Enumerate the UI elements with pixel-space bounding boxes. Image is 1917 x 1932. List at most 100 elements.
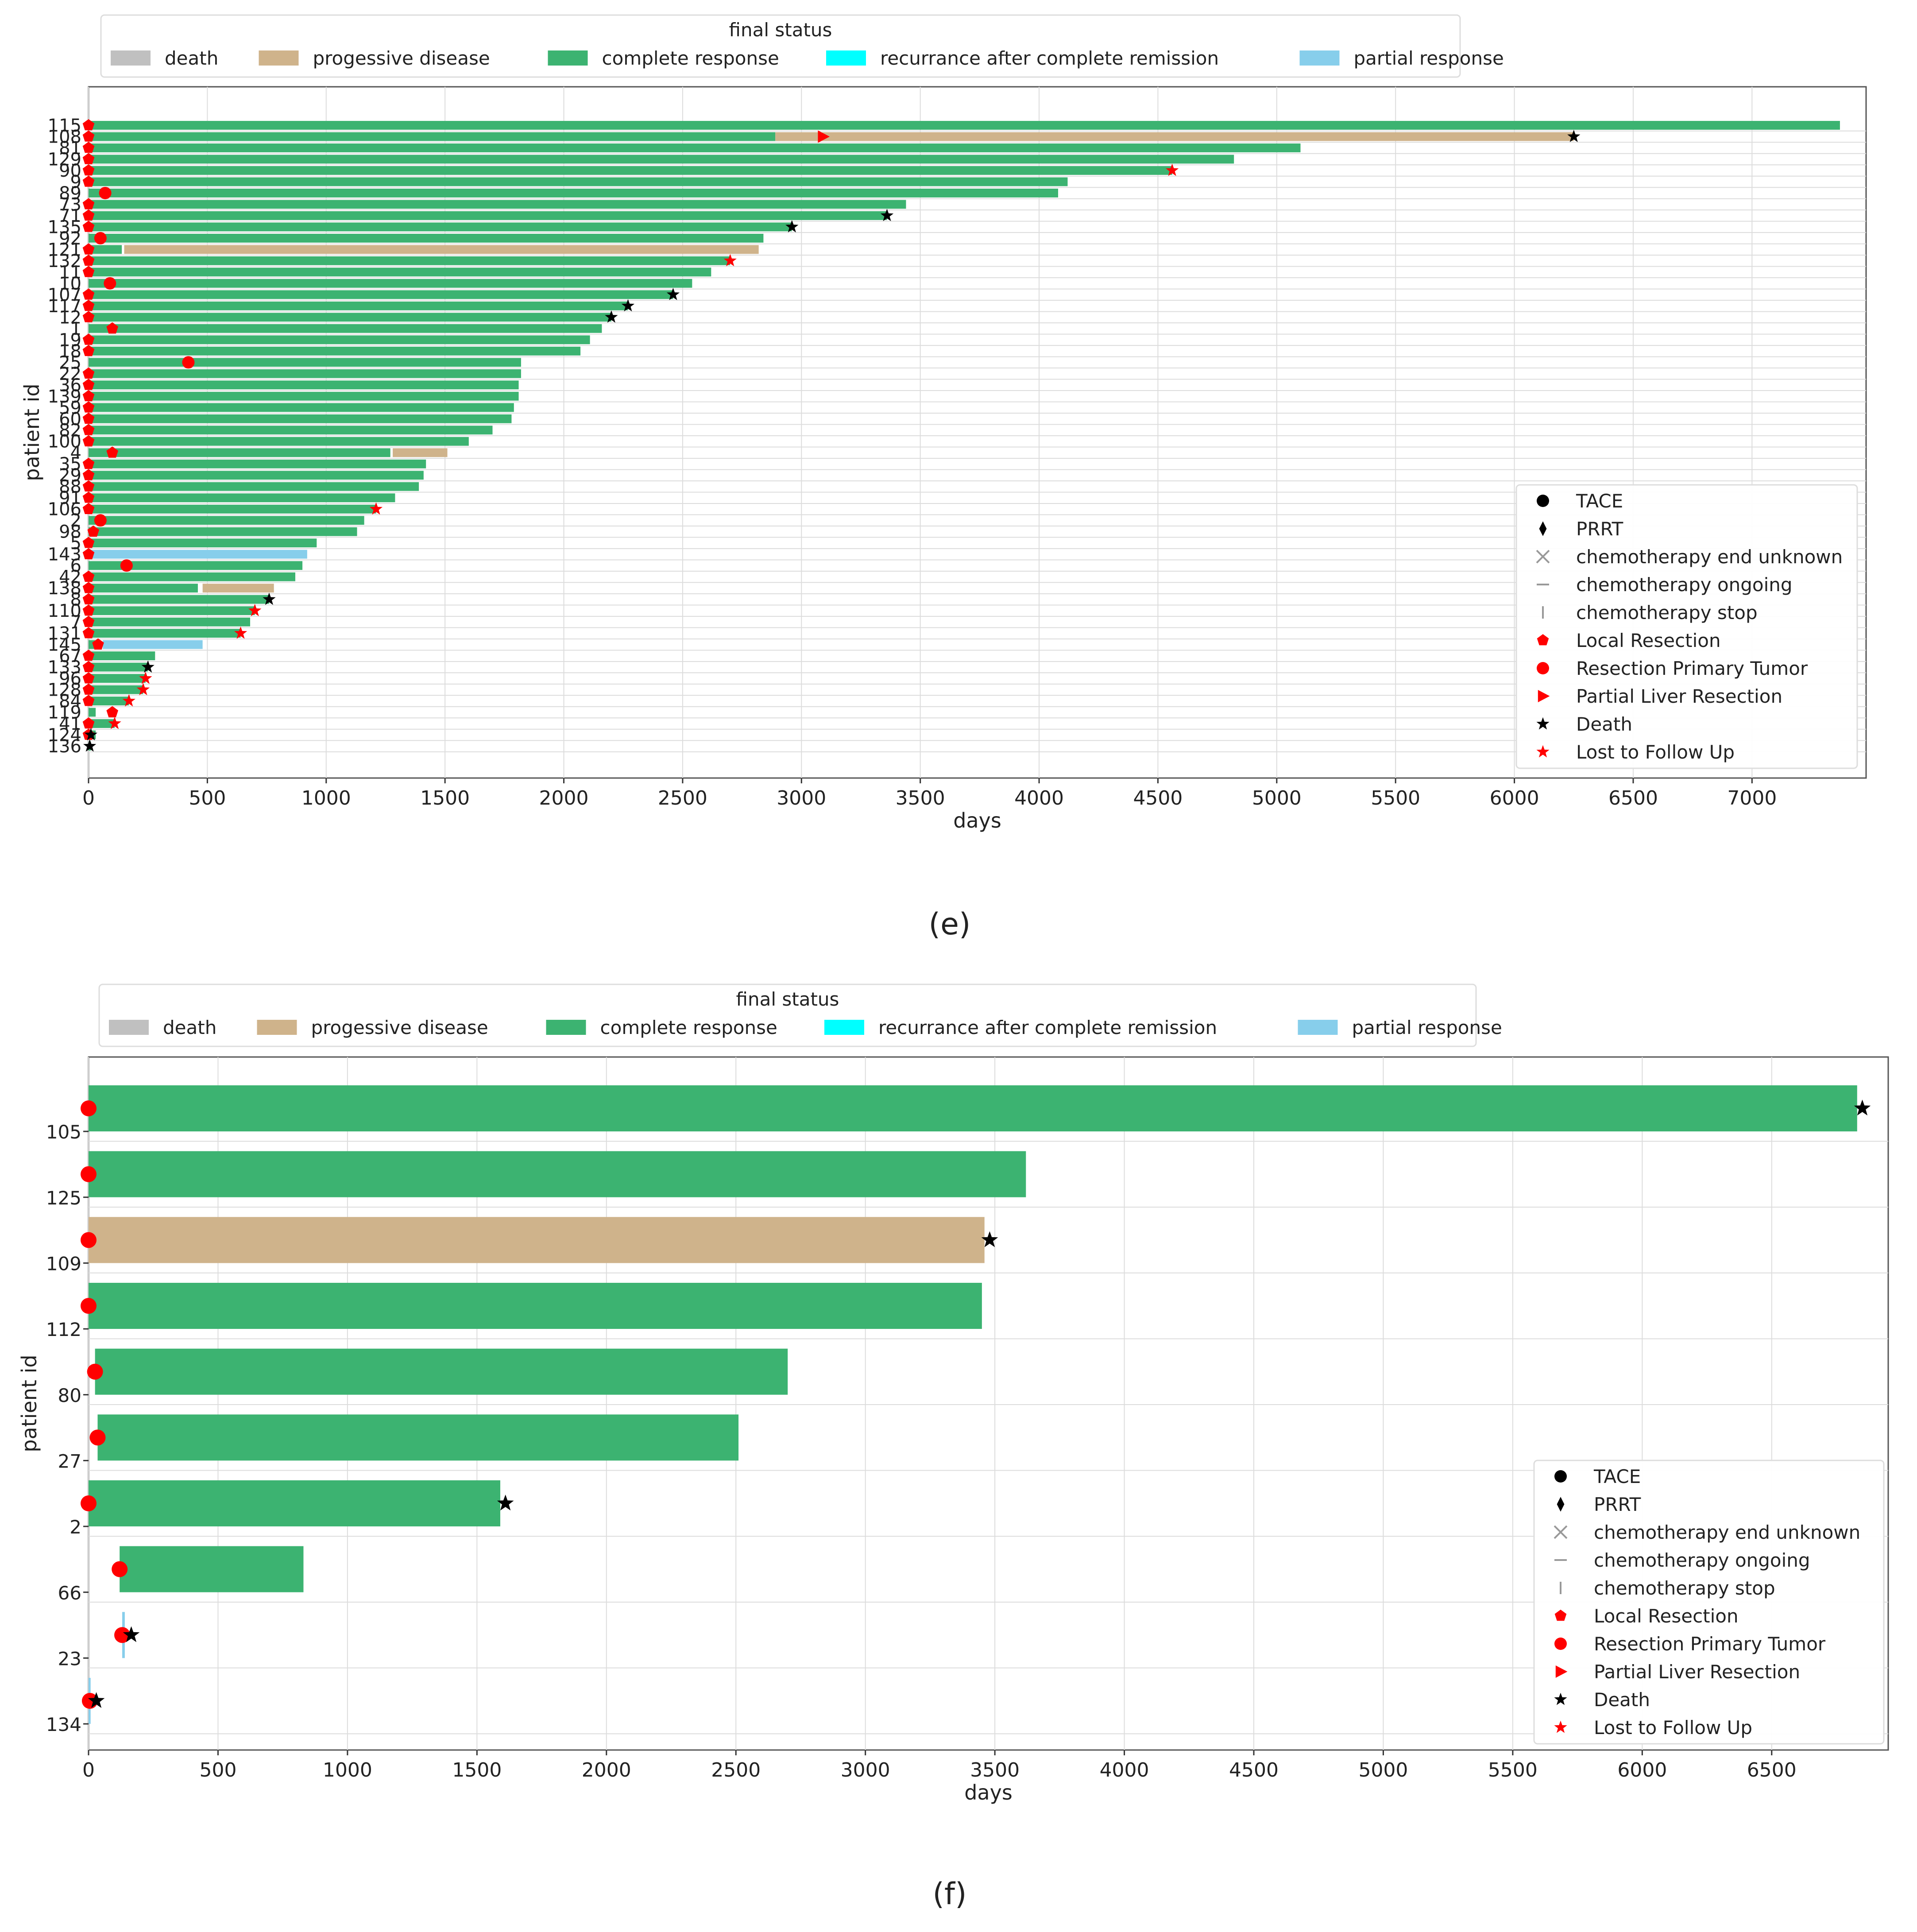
chart-e-legend-symbol-1	[1539, 521, 1547, 536]
chart-f-bar-105-0	[89, 1085, 1857, 1132]
chart-f-legend-symbol-2-b	[1554, 1525, 1568, 1539]
chart-e-status-swatch-1	[259, 50, 299, 66]
chart-e-marker-143-0	[82, 548, 95, 559]
chart-f-marker-80-0	[87, 1363, 103, 1380]
chart-e-row-124	[82, 728, 97, 740]
chart-f-legend-symbol-0	[1554, 1470, 1567, 1483]
chart-e-bar-60-0	[89, 414, 512, 423]
chart-e-marker-84-0	[82, 695, 95, 706]
chart-e-marker-131-0	[82, 627, 95, 639]
chart-e-row-117	[82, 299, 635, 312]
chart-e-status-swatch-3	[826, 50, 866, 66]
chart-f-marker-2-1	[497, 1494, 514, 1510]
chart-f-status-label-3: recurrance after complete remission	[878, 1017, 1217, 1038]
chart-e-row-119	[89, 706, 118, 717]
chart-f: final status death progessive disease compl…	[17, 983, 1889, 1912]
chart-e-ytick-label-100: 100	[48, 432, 81, 452]
chart-e-ytick-label-89: 89	[59, 183, 81, 204]
chart-e-ytick-label-124: 124	[48, 725, 81, 746]
chart-e-ytick-label-115: 115	[48, 116, 81, 136]
chart-f-status-legend: final status death progessive disease compl…	[98, 983, 1502, 1047]
chart-f-marker-legend: TACE PRRT chemotherapy end unknown chemothe…	[1533, 1460, 1885, 1745]
chart-e-marker-135-1	[785, 220, 799, 232]
chart-f-marker-134-1	[88, 1692, 105, 1708]
chart-e-marker-107-1	[666, 288, 680, 300]
chart-e-bar-10-0	[89, 279, 692, 288]
chart-e-bar-88-0	[89, 482, 419, 491]
chart-e-marker-7-0	[82, 616, 95, 627]
chart-f-bar-112-0	[89, 1282, 982, 1329]
chart-f-legend-label-0: TACE	[1593, 1466, 1641, 1487]
chart-e-status-label-2: complete response	[602, 47, 779, 69]
chart-e-marker-132-0	[82, 254, 95, 266]
chart-f-legend-label-3: chemotherapy ongoing	[1594, 1549, 1810, 1571]
chart-e-bar-135-0	[89, 222, 792, 232]
chart-f-ytick-label-23: 23	[58, 1648, 81, 1670]
chart-e-marker-88-0	[82, 480, 95, 492]
chart-e-row-1	[89, 322, 602, 334]
chart-e-bar-106-0	[89, 504, 376, 514]
chart-f-row-134	[81, 1677, 105, 1724]
chart-e-legend-label-9: Lost to Follow Up	[1576, 741, 1735, 763]
chart-e-row-4	[89, 446, 448, 458]
chart-e-row-9	[82, 175, 1068, 187]
chart-e-bar-22-0	[89, 369, 521, 378]
chart-f-legend-label-8: Death	[1594, 1689, 1650, 1711]
chart-e-marker-60-0	[82, 412, 95, 424]
chart-e-marker-71-0	[82, 209, 95, 221]
chart-e-bar-96-0	[89, 674, 146, 683]
chart-f-marker-27-0	[89, 1429, 106, 1446]
chart-f-legend-symbol-9	[1554, 1720, 1567, 1733]
chart-e-legend-label-6: Resection Primary Tumor	[1576, 658, 1808, 679]
chart-e-bar-11-0	[89, 267, 711, 277]
chart-e-legend-label-0: TACE	[1576, 490, 1623, 512]
chart-e-bar-108-1	[775, 132, 1574, 141]
chart-e-bar-1-0	[89, 324, 602, 333]
chart-e-marker-8-0	[82, 593, 95, 604]
chart-e-bar-84-0	[89, 697, 129, 705]
chart-e-bar-59-0	[89, 403, 514, 412]
chart-e-marker-6-0	[120, 559, 133, 572]
chart-e-row-35	[82, 457, 426, 469]
chart-f-row-23	[114, 1612, 140, 1658]
chart-e-row-42	[82, 570, 295, 582]
chart-f-xtick-label-9: 4500	[1229, 1759, 1279, 1781]
chart-e-marker-132-1	[723, 254, 737, 267]
chart-e-ytick-label-2: 2	[70, 511, 81, 531]
chart-f-row-112	[81, 1282, 982, 1329]
chart-e-status-label-4: partial response	[1354, 47, 1504, 69]
chart-e-marker-2-0	[94, 514, 107, 527]
chart-e-marker-5-0	[82, 537, 95, 548]
chart-f-legend-symbol-6	[1554, 1638, 1567, 1650]
chart-f-xtick-label-10: 5000	[1358, 1759, 1408, 1781]
chart-e-marker-25-0	[182, 356, 195, 369]
chart-e-ytick-label-1: 1	[70, 319, 81, 339]
chart-e-legend-symbol-5	[1537, 634, 1549, 646]
chart-e-ytick-label-81: 81	[59, 138, 81, 159]
chart-e-bar-41-0	[89, 719, 115, 728]
chart-e-marker-128-1	[136, 683, 150, 695]
chart-e-xtick-label-6: 3000	[777, 787, 826, 809]
chart-f-bar-109-0	[89, 1217, 985, 1263]
chart-e-xlabel: days	[953, 809, 1001, 832]
chart-e-bar-5-0	[89, 538, 317, 548]
chart-e-ytick-label-12: 12	[59, 307, 81, 328]
chart-e-bar-100-0	[89, 437, 469, 446]
chart-e-marker-9-0	[82, 175, 95, 187]
chart-e-bar-82-0	[89, 426, 493, 435]
chart-e-ytick-label-98: 98	[59, 522, 81, 542]
chart-f-legend-symbol-1	[1557, 1497, 1565, 1512]
chart-f-xtick-label-2: 1000	[323, 1759, 372, 1781]
chart-f-marker-112-0	[81, 1298, 97, 1314]
chart-e-ytick-label-59: 59	[59, 398, 81, 418]
chart-e-marker-legend-frame	[1515, 484, 1858, 769]
chart-e-ytick-label-107: 107	[48, 285, 81, 305]
chart-e-xtick-label-8: 4000	[1014, 787, 1064, 809]
chart-e-marker-136-0	[83, 739, 97, 752]
chart-e-ytick-label-67: 67	[59, 646, 81, 666]
chart-e-row-7	[82, 616, 250, 627]
chart-e-row-91	[82, 492, 395, 503]
chart-f-status-label-2: complete response	[600, 1017, 777, 1038]
chart-f-marker-2-0	[81, 1495, 97, 1511]
chart-e-marker-29-0	[82, 469, 95, 480]
